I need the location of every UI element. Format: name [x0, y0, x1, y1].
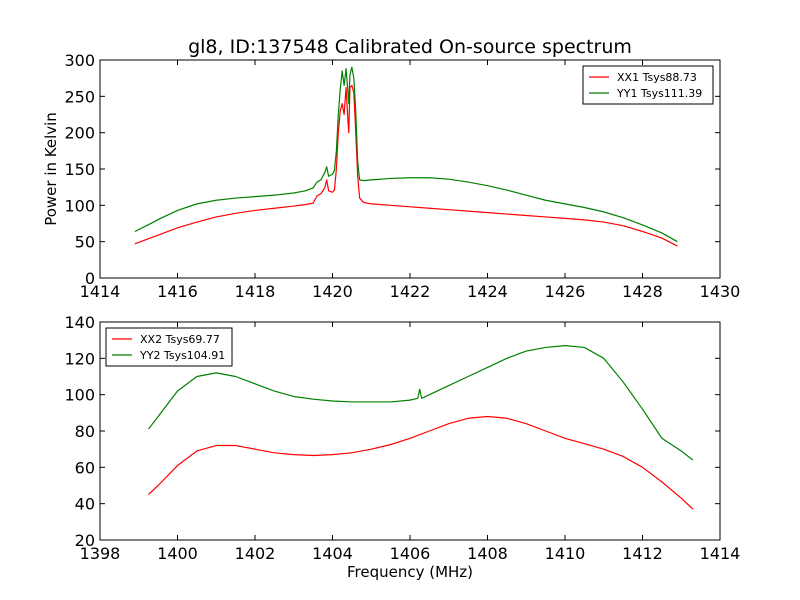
figure-title: gl8, ID:137548 Calibrated On-source spec… [188, 36, 632, 58]
y-tick-label: 150 [64, 160, 95, 179]
y-tick-label: 100 [64, 386, 95, 405]
x-tick-label: 1406 [390, 544, 431, 563]
y-tick-label: 0 [85, 269, 95, 288]
y-tick-label: 50 [75, 233, 95, 252]
y-tick-label: 20 [75, 531, 95, 550]
top-spectrum-panel: 1414 1416 1418 1420 1422 1424 1426 1428 1430 0 50 1… [42, 51, 740, 301]
x-tick-label: 1408 [467, 544, 508, 563]
x-tick-label: 1424 [467, 282, 508, 301]
x-tick-label: 1426 [545, 282, 586, 301]
y-tick-label: 40 [75, 495, 95, 514]
x-tick-label: 1422 [390, 282, 431, 301]
legend-box [105, 327, 233, 367]
x-tick-label: 1420 [312, 282, 353, 301]
x-tick-label: 1402 [235, 544, 276, 563]
x-tick-label: 1410 [545, 544, 586, 563]
x-tick-label: 1430 [700, 282, 741, 301]
legend-label: YY1 Tsys111.39 [616, 87, 702, 100]
x-axis-label: Frequency (MHz) [347, 563, 473, 581]
x-tick-label: 1428 [622, 282, 663, 301]
bottom-spectrum-panel: 1398 1400 1402 1404 1406 1408 1410 1412 1414 20 40… [64, 313, 740, 581]
x-tick-label: 1400 [157, 544, 198, 563]
legend-box [582, 65, 714, 105]
y-tick-label: 140 [64, 313, 95, 332]
x-tick-label: 1404 [312, 544, 353, 563]
legend-label: XX2 Tsys69.77 [140, 333, 220, 346]
legend-label: YY2 Tsys104.91 [139, 349, 225, 362]
y-tick-label: 100 [64, 196, 95, 215]
y-tick-label: 250 [64, 87, 95, 106]
series-line-xx2 [148, 415, 694, 510]
legend: XX1 Tsys88.73 YY1 Tsys111.39 [582, 65, 714, 105]
x-tick-label: 1414 [700, 544, 741, 563]
legend: XX2 Tsys69.77 YY2 Tsys104.91 [105, 327, 233, 367]
x-tick-label: 1418 [235, 282, 276, 301]
y-tick-label: 300 [64, 51, 95, 70]
series-line-yy1 [134, 66, 678, 243]
y-tick-label: 200 [64, 124, 95, 143]
y-tick-label: 80 [75, 422, 95, 441]
y-tick-label: 60 [75, 458, 95, 477]
y-tick-label: 120 [64, 349, 95, 368]
x-tick-label: 1398 [80, 544, 121, 563]
x-tick-label: 1412 [622, 544, 663, 563]
x-tick-label: 1416 [157, 282, 198, 301]
series-line-yy2 [147, 345, 694, 461]
legend-label: XX1 Tsys88.73 [617, 71, 697, 84]
series-line-xx1 [134, 84, 678, 247]
y-axis-label: Power in Kelvin [42, 112, 60, 226]
x-tick-label: 1414 [80, 282, 121, 301]
